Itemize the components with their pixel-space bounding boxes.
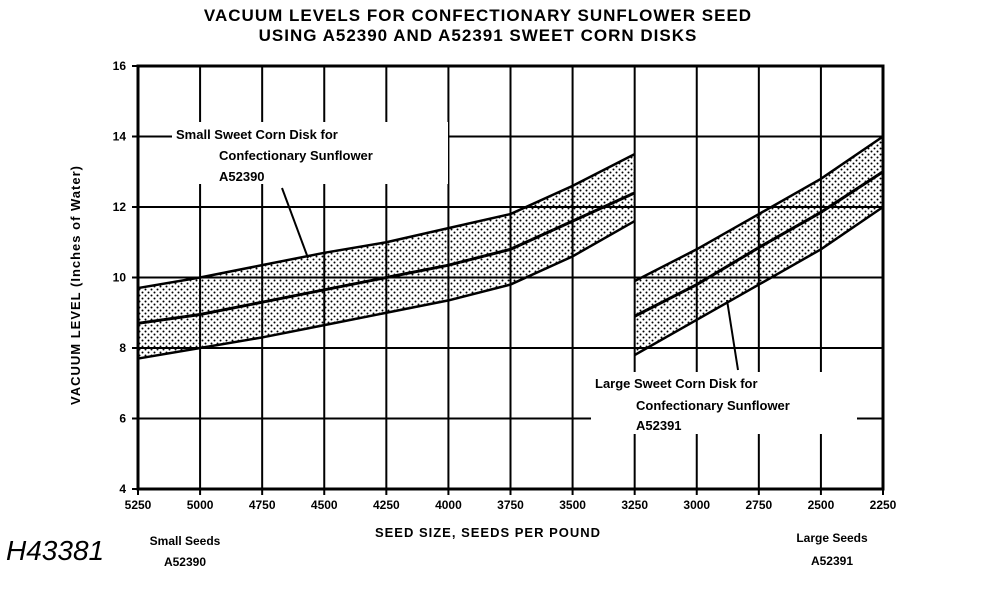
x-tick-labels: 5250 5000 4750 4500 4250 4000 3750 3500 3250 3000… — [125, 498, 897, 512]
y-tick-label-0: 4 — [119, 482, 126, 496]
annotation-small-disk-backdrop — [172, 122, 448, 184]
figure-id: H43381 — [6, 535, 104, 566]
line-series-1-mid — [633, 170, 884, 318]
y-tick-label-3: 10 — [113, 271, 127, 285]
x-tick-label-9: 3000 — [683, 498, 710, 512]
x-tick-label-4: 4250 — [373, 498, 400, 512]
line-series-1-lower — [634, 205, 884, 357]
annotation-large-line-3: A52391 — [636, 418, 682, 433]
x-tick-label-10: 2750 — [745, 498, 772, 512]
annotation-small-line-2: Confectionary Sunflower — [219, 148, 373, 163]
corner-right-line-1: Large Seeds — [796, 531, 868, 545]
annotation-large-leader — [726, 299, 739, 371]
plot-frame-layer — [132, 64, 885, 495]
line-series-1-upper — [634, 135, 884, 283]
series-line-layer — [137, 135, 884, 360]
x-tick-label-8: 3250 — [621, 498, 648, 512]
y-axis-label: VACUUM LEVEL (Inches of Water) — [68, 165, 83, 405]
annotation-large-disk-backdrop — [591, 372, 857, 434]
annotation-small-line-1: Small Sweet Corn Disk for — [176, 127, 338, 142]
y-tick-label-6: 16 — [113, 59, 127, 73]
corner-right-line-2: A52391 — [811, 554, 853, 568]
y-tick-label-1: 6 — [119, 412, 126, 426]
x-tick-label-6: 3750 — [497, 498, 524, 512]
y-tick-label-2: 8 — [119, 341, 126, 355]
chart-title-line-2: USING A52390 AND A52391 SWEET CORN DISKS — [259, 26, 698, 45]
annotation-small-leader — [281, 187, 309, 259]
y-tick-label-4: 12 — [113, 200, 127, 214]
chart-title-line-1: VACUUM LEVELS FOR CONFECTIONARY SUNFLOWE… — [204, 6, 752, 25]
line-series-0-mid — [137, 191, 636, 325]
annotation-large-disk: Large Sweet Corn Disk for Confectionary … — [591, 299, 857, 434]
annotation-small-disk: Small Sweet Corn Disk for Confectionary … — [172, 122, 448, 259]
line-series-0-lower — [137, 220, 636, 360]
corner-left-line-1: Small Seeds — [150, 534, 221, 548]
y-tick-labels: 4 6 8 10 12 14 16 — [113, 59, 127, 496]
x-tick-label-2: 4750 — [249, 498, 276, 512]
annotation-large-line-2: Confectionary Sunflower — [636, 398, 790, 413]
line-series-0-upper — [137, 153, 636, 290]
x-tick-label-11: 2500 — [808, 498, 835, 512]
annotation-large-line-1: Large Sweet Corn Disk for — [595, 376, 758, 391]
corner-left-line-2: A52390 — [164, 555, 206, 569]
x-tick-label-7: 3500 — [559, 498, 586, 512]
x-tick-label-1: 5000 — [187, 498, 214, 512]
y-tick-label-5: 14 — [113, 130, 127, 144]
x-tick-label-12: 2250 — [870, 498, 897, 512]
x-tick-label-3: 4500 — [311, 498, 338, 512]
x-tick-label-5: 4000 — [435, 498, 462, 512]
x-tick-label-0: 5250 — [125, 498, 152, 512]
annotation-small-line-3: A52390 — [219, 169, 265, 184]
x-axis-label: SEED SIZE, SEEDS PER POUND — [375, 525, 601, 540]
